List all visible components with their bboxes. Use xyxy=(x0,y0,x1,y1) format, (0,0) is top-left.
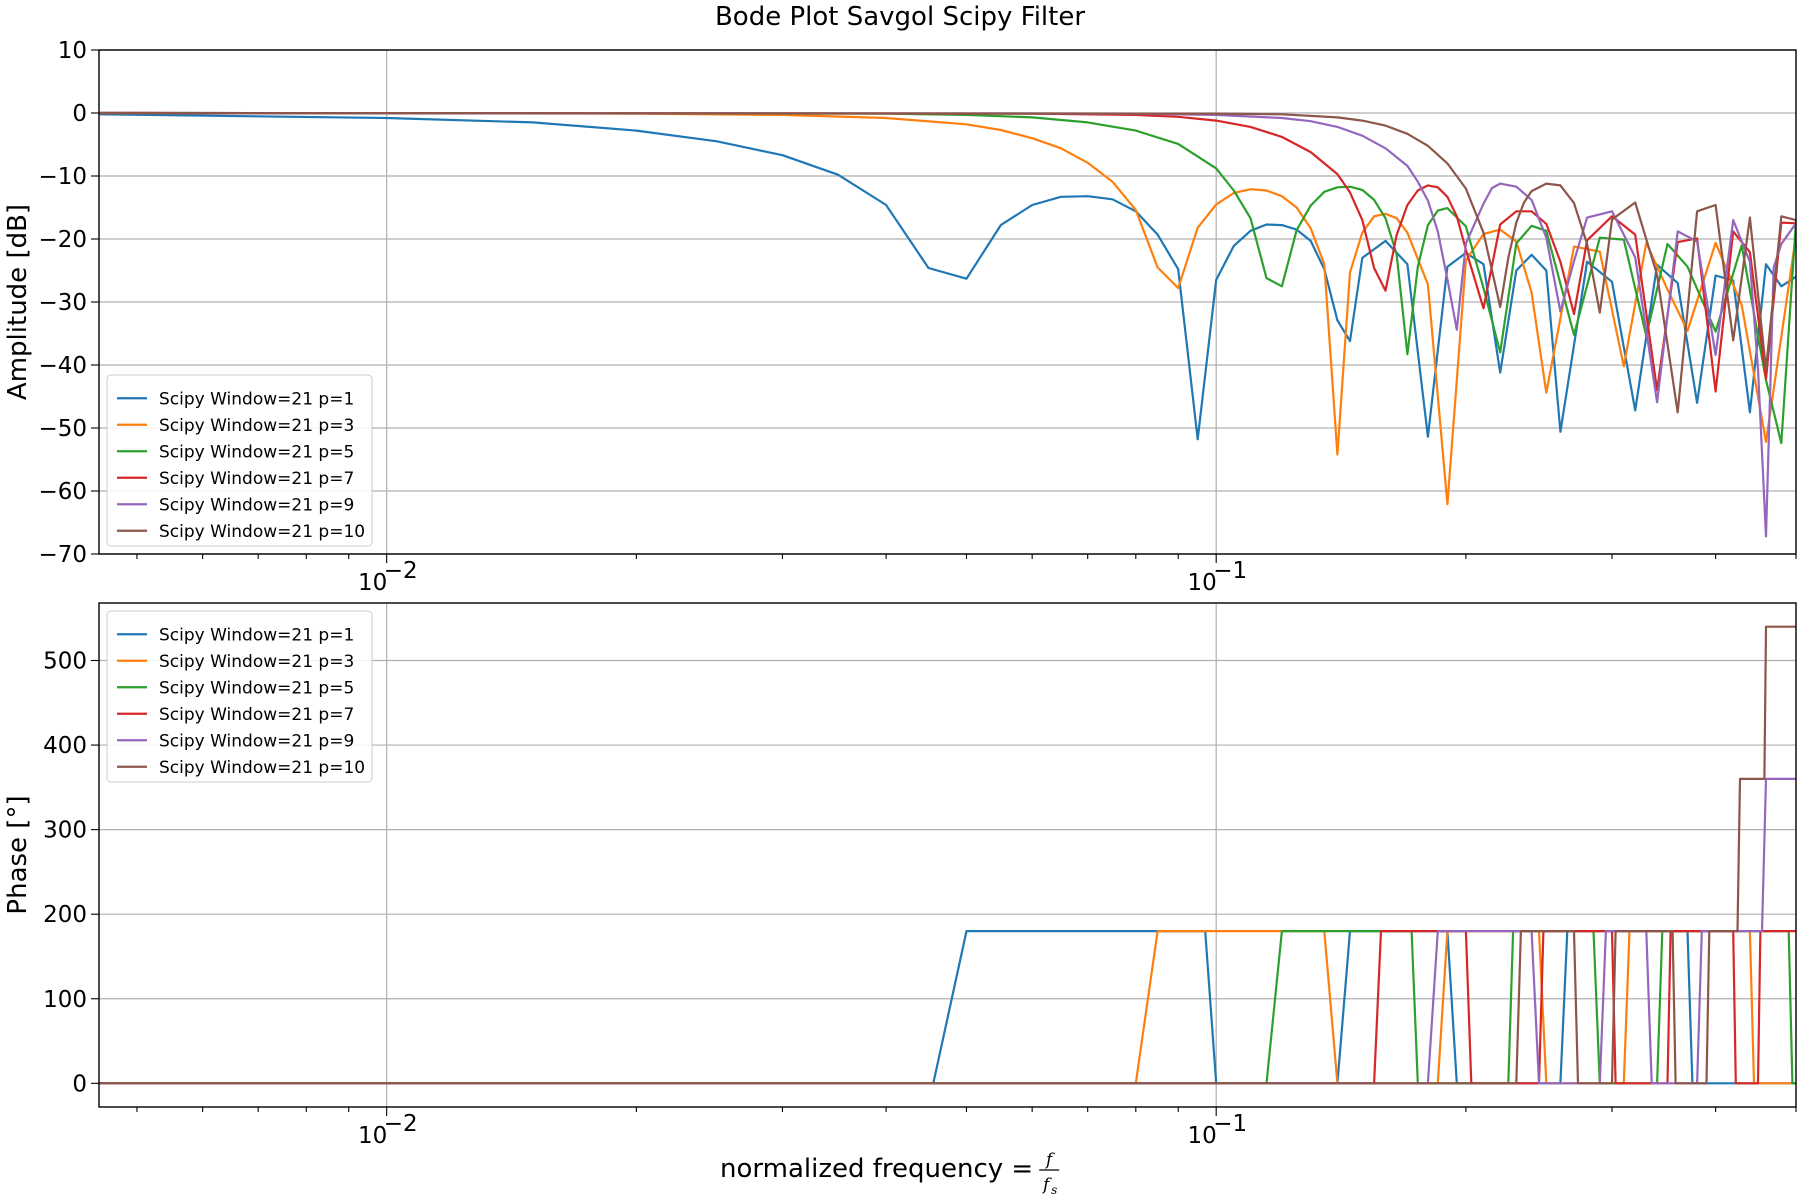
phase-axes-frame xyxy=(98,602,1797,1108)
amplitude-x-tick-label-exponent: −2 xyxy=(384,558,418,584)
amplitude-x-tick-label: 10 xyxy=(358,570,387,596)
amplitude-y-tick-label: −70 xyxy=(38,542,87,568)
phase-series-line-4 xyxy=(99,930,1796,1085)
phase-y-tick-label: 300 xyxy=(43,818,87,844)
amplitude-y-axis-label: Amplitude [dB] xyxy=(3,204,33,400)
amplitude-legend-label: Scipy Window=21 p=10 xyxy=(159,522,365,542)
amplitude-y-tick-label: −20 xyxy=(38,227,87,253)
amplitude-y-tick-label: −10 xyxy=(38,164,87,190)
amplitude-legend-label: Scipy Window=21 p=9 xyxy=(159,495,354,515)
phase-legend-label: Scipy Window=21 p=5 xyxy=(159,678,354,698)
phase-legend-box xyxy=(106,610,373,783)
amplitude-y-tick-label: 10 xyxy=(58,38,87,64)
amplitude-y-tick-label: −30 xyxy=(38,290,87,316)
phase-legend-label: Scipy Window=21 p=10 xyxy=(159,758,365,778)
amplitude-legend-label: Scipy Window=21 p=3 xyxy=(159,416,354,436)
amplitude-y-tick-label: −60 xyxy=(38,479,87,505)
phase-series-group xyxy=(99,625,1796,1085)
x-axis-label-denominator: f xyxy=(1041,1175,1052,1195)
phase-legend: Scipy Window=21 p=1 Scipy Window=21 p=3 Sc… xyxy=(106,610,373,783)
amplitude-series-line-6 xyxy=(99,111,1796,414)
amplitude-x-tick-label: 10 xyxy=(1188,570,1217,596)
phase-x-tick-label-exponent: −2 xyxy=(384,1111,418,1137)
amplitude-axes-frame xyxy=(98,49,1797,555)
phase-legend-label: Scipy Window=21 p=1 xyxy=(159,625,354,645)
phase-legend-label: Scipy Window=21 p=7 xyxy=(159,705,354,725)
phase-y-tick-label: 400 xyxy=(43,733,87,759)
amplitude-legend: Scipy Window=21 p=1 Scipy Window=21 p=3 Sc… xyxy=(106,374,373,547)
amplitude-legend-label: Scipy Window=21 p=7 xyxy=(159,469,354,489)
amplitude-y-tick-label: −50 xyxy=(38,416,87,442)
phase-y-tick-label: 200 xyxy=(43,902,87,928)
amplitude-series-group xyxy=(99,111,1796,538)
amplitude-series-line-2 xyxy=(99,111,1796,506)
phase-x-tick-label: 10 xyxy=(1188,1123,1217,1149)
x-axis-label-prefix: normalized frequency = xyxy=(720,1154,1033,1184)
phase-series-line-6 xyxy=(99,625,1796,1085)
phase-y-tick-label: 500 xyxy=(43,649,87,675)
amplitude-legend-box xyxy=(106,374,373,547)
chart-title: Bode Plot Savgol Scipy Filter xyxy=(715,2,1085,32)
amplitude-legend-label: Scipy Window=21 p=1 xyxy=(159,389,354,409)
amplitude-x-tick-label-exponent: −1 xyxy=(1213,558,1247,584)
amplitude-series-line-4 xyxy=(99,111,1796,393)
amplitude-y-tick-label: 0 xyxy=(72,101,87,127)
phase-y-tick-label: 0 xyxy=(72,1071,87,1097)
amplitude-series-line-5 xyxy=(99,111,1796,538)
x-axis-label-denominator-subscript: s xyxy=(1051,1183,1057,1197)
x-axis-label-numerator: f xyxy=(1044,1150,1055,1170)
phase-y-axis-label: Phase [°] xyxy=(3,795,33,914)
phase-y-tick-label: 100 xyxy=(43,987,87,1013)
phase-legend-label: Scipy Window=21 p=3 xyxy=(159,652,354,672)
x-axis-label: normalized frequency = xyxy=(720,1154,1033,1184)
phase-legend-label: Scipy Window=21 p=9 xyxy=(159,731,354,751)
amplitude-legend-label: Scipy Window=21 p=5 xyxy=(159,442,354,462)
phase-x-tick-label-exponent: −1 xyxy=(1213,1111,1247,1137)
amplitude-y-tick-label: −40 xyxy=(38,353,87,379)
phase-x-tick-label: 10 xyxy=(358,1123,387,1149)
